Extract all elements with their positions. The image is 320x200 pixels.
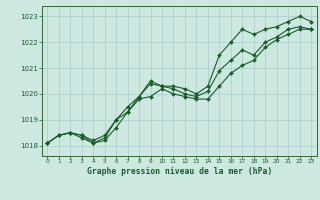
- X-axis label: Graphe pression niveau de la mer (hPa): Graphe pression niveau de la mer (hPa): [87, 167, 272, 176]
